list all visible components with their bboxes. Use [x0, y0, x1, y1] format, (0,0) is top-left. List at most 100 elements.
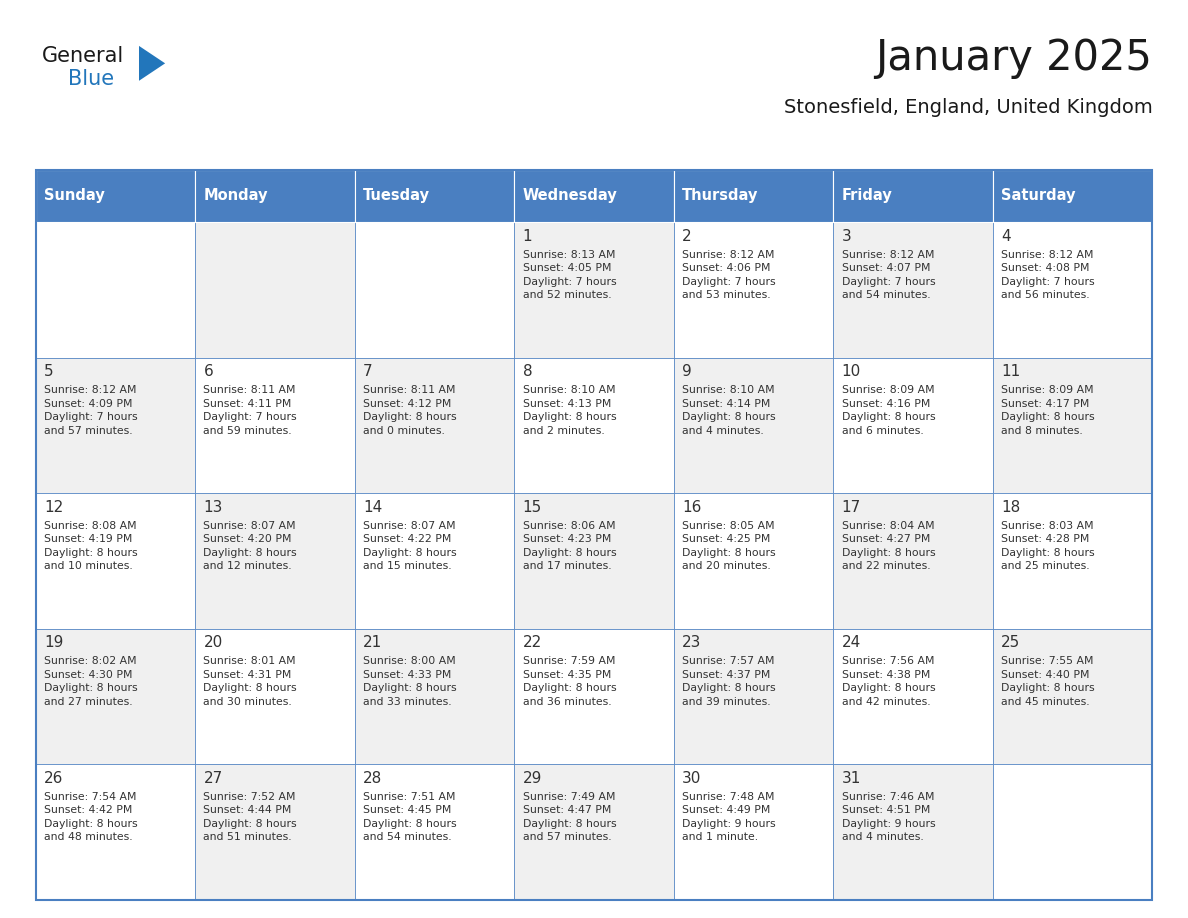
Text: Sunrise: 8:10 AM
Sunset: 4:14 PM
Daylight: 8 hours
and 4 minutes.: Sunrise: 8:10 AM Sunset: 4:14 PM Dayligh…: [682, 386, 776, 436]
Bar: [514, 493, 674, 629]
Bar: [833, 170, 993, 222]
Text: Sunrise: 8:09 AM
Sunset: 4:17 PM
Daylight: 8 hours
and 8 minutes.: Sunrise: 8:09 AM Sunset: 4:17 PM Dayligh…: [1001, 386, 1095, 436]
Text: Sunrise: 8:13 AM
Sunset: 4:05 PM
Daylight: 7 hours
and 52 minutes.: Sunrise: 8:13 AM Sunset: 4:05 PM Dayligh…: [523, 250, 617, 300]
Text: 1: 1: [523, 229, 532, 243]
Text: Wednesday: Wednesday: [523, 188, 618, 204]
Bar: [833, 222, 993, 358]
Bar: [514, 170, 674, 222]
Bar: [674, 629, 833, 764]
Text: 30: 30: [682, 770, 701, 786]
Text: 24: 24: [841, 635, 861, 650]
Text: 7: 7: [364, 364, 373, 379]
Bar: [355, 358, 514, 493]
Text: 12: 12: [44, 499, 63, 515]
Text: 14: 14: [364, 499, 383, 515]
Text: Friday: Friday: [841, 188, 892, 204]
Text: Sunrise: 8:00 AM
Sunset: 4:33 PM
Daylight: 8 hours
and 33 minutes.: Sunrise: 8:00 AM Sunset: 4:33 PM Dayligh…: [364, 656, 456, 707]
Text: Sunrise: 7:49 AM
Sunset: 4:47 PM
Daylight: 8 hours
and 57 minutes.: Sunrise: 7:49 AM Sunset: 4:47 PM Dayligh…: [523, 791, 617, 843]
Text: 15: 15: [523, 499, 542, 515]
Bar: [195, 170, 355, 222]
Text: 9: 9: [682, 364, 691, 379]
Bar: [195, 493, 355, 629]
Text: Sunrise: 8:11 AM
Sunset: 4:11 PM
Daylight: 7 hours
and 59 minutes.: Sunrise: 8:11 AM Sunset: 4:11 PM Dayligh…: [203, 386, 297, 436]
Text: 2: 2: [682, 229, 691, 243]
Bar: [674, 493, 833, 629]
Text: 23: 23: [682, 635, 701, 650]
Text: Sunrise: 7:48 AM
Sunset: 4:49 PM
Daylight: 9 hours
and 1 minute.: Sunrise: 7:48 AM Sunset: 4:49 PM Dayligh…: [682, 791, 776, 843]
Text: Sunrise: 8:12 AM
Sunset: 4:09 PM
Daylight: 7 hours
and 57 minutes.: Sunrise: 8:12 AM Sunset: 4:09 PM Dayligh…: [44, 386, 138, 436]
Text: 28: 28: [364, 770, 383, 786]
Text: General: General: [42, 46, 124, 66]
Bar: [674, 764, 833, 900]
Bar: [355, 629, 514, 764]
Bar: [993, 629, 1152, 764]
Bar: [36, 629, 195, 764]
Text: Sunrise: 7:55 AM
Sunset: 4:40 PM
Daylight: 8 hours
and 45 minutes.: Sunrise: 7:55 AM Sunset: 4:40 PM Dayligh…: [1001, 656, 1095, 707]
Text: 19: 19: [44, 635, 63, 650]
Text: Stonesfield, England, United Kingdom: Stonesfield, England, United Kingdom: [784, 98, 1152, 118]
Bar: [355, 222, 514, 358]
Text: Sunrise: 7:51 AM
Sunset: 4:45 PM
Daylight: 8 hours
and 54 minutes.: Sunrise: 7:51 AM Sunset: 4:45 PM Dayligh…: [364, 791, 456, 843]
Text: 17: 17: [841, 499, 861, 515]
Text: 31: 31: [841, 770, 861, 786]
Text: Sunrise: 8:09 AM
Sunset: 4:16 PM
Daylight: 8 hours
and 6 minutes.: Sunrise: 8:09 AM Sunset: 4:16 PM Dayligh…: [841, 386, 935, 436]
Bar: [195, 222, 355, 358]
Bar: [993, 493, 1152, 629]
Text: Monday: Monday: [203, 188, 268, 204]
Text: 13: 13: [203, 499, 223, 515]
Bar: [195, 764, 355, 900]
Text: 18: 18: [1001, 499, 1020, 515]
Bar: [993, 222, 1152, 358]
Text: Sunrise: 8:08 AM
Sunset: 4:19 PM
Daylight: 8 hours
and 10 minutes.: Sunrise: 8:08 AM Sunset: 4:19 PM Dayligh…: [44, 521, 138, 572]
Text: 16: 16: [682, 499, 701, 515]
Bar: [833, 764, 993, 900]
Text: Sunrise: 7:59 AM
Sunset: 4:35 PM
Daylight: 8 hours
and 36 minutes.: Sunrise: 7:59 AM Sunset: 4:35 PM Dayligh…: [523, 656, 617, 707]
Text: Sunrise: 8:07 AM
Sunset: 4:22 PM
Daylight: 8 hours
and 15 minutes.: Sunrise: 8:07 AM Sunset: 4:22 PM Dayligh…: [364, 521, 456, 572]
Bar: [36, 170, 195, 222]
Bar: [36, 358, 195, 493]
Text: 27: 27: [203, 770, 222, 786]
Text: 21: 21: [364, 635, 383, 650]
Text: Sunrise: 8:12 AM
Sunset: 4:07 PM
Daylight: 7 hours
and 54 minutes.: Sunrise: 8:12 AM Sunset: 4:07 PM Dayligh…: [841, 250, 935, 300]
Text: Sunrise: 8:04 AM
Sunset: 4:27 PM
Daylight: 8 hours
and 22 minutes.: Sunrise: 8:04 AM Sunset: 4:27 PM Dayligh…: [841, 521, 935, 572]
Text: Sunrise: 7:56 AM
Sunset: 4:38 PM
Daylight: 8 hours
and 42 minutes.: Sunrise: 7:56 AM Sunset: 4:38 PM Dayligh…: [841, 656, 935, 707]
Bar: [355, 764, 514, 900]
Bar: [833, 358, 993, 493]
Text: 22: 22: [523, 635, 542, 650]
Text: Sunrise: 8:12 AM
Sunset: 4:08 PM
Daylight: 7 hours
and 56 minutes.: Sunrise: 8:12 AM Sunset: 4:08 PM Dayligh…: [1001, 250, 1095, 300]
Text: 3: 3: [841, 229, 852, 243]
Text: Sunday: Sunday: [44, 188, 105, 204]
Bar: [195, 358, 355, 493]
Bar: [355, 170, 514, 222]
Bar: [514, 222, 674, 358]
Text: January 2025: January 2025: [876, 37, 1152, 79]
Text: Sunrise: 8:11 AM
Sunset: 4:12 PM
Daylight: 8 hours
and 0 minutes.: Sunrise: 8:11 AM Sunset: 4:12 PM Dayligh…: [364, 386, 456, 436]
Text: Sunrise: 8:06 AM
Sunset: 4:23 PM
Daylight: 8 hours
and 17 minutes.: Sunrise: 8:06 AM Sunset: 4:23 PM Dayligh…: [523, 521, 617, 572]
Bar: [674, 222, 833, 358]
Bar: [993, 170, 1152, 222]
Polygon shape: [139, 46, 165, 81]
Text: 11: 11: [1001, 364, 1020, 379]
Bar: [355, 493, 514, 629]
Text: 4: 4: [1001, 229, 1011, 243]
Bar: [833, 629, 993, 764]
Text: 5: 5: [44, 364, 53, 379]
Text: Sunrise: 8:10 AM
Sunset: 4:13 PM
Daylight: 8 hours
and 2 minutes.: Sunrise: 8:10 AM Sunset: 4:13 PM Dayligh…: [523, 386, 617, 436]
Text: Sunrise: 8:01 AM
Sunset: 4:31 PM
Daylight: 8 hours
and 30 minutes.: Sunrise: 8:01 AM Sunset: 4:31 PM Dayligh…: [203, 656, 297, 707]
Bar: [993, 358, 1152, 493]
Bar: [36, 764, 195, 900]
Text: Thursday: Thursday: [682, 188, 758, 204]
Bar: [195, 629, 355, 764]
Bar: [674, 170, 833, 222]
Text: 6: 6: [203, 364, 213, 379]
Bar: [514, 358, 674, 493]
Text: Saturday: Saturday: [1001, 188, 1075, 204]
Bar: [514, 629, 674, 764]
Text: 29: 29: [523, 770, 542, 786]
Text: 25: 25: [1001, 635, 1020, 650]
Text: Sunrise: 8:12 AM
Sunset: 4:06 PM
Daylight: 7 hours
and 53 minutes.: Sunrise: 8:12 AM Sunset: 4:06 PM Dayligh…: [682, 250, 776, 300]
Text: Sunrise: 8:07 AM
Sunset: 4:20 PM
Daylight: 8 hours
and 12 minutes.: Sunrise: 8:07 AM Sunset: 4:20 PM Dayligh…: [203, 521, 297, 572]
Bar: [36, 222, 195, 358]
Text: Sunrise: 8:03 AM
Sunset: 4:28 PM
Daylight: 8 hours
and 25 minutes.: Sunrise: 8:03 AM Sunset: 4:28 PM Dayligh…: [1001, 521, 1095, 572]
Text: Sunrise: 7:46 AM
Sunset: 4:51 PM
Daylight: 9 hours
and 4 minutes.: Sunrise: 7:46 AM Sunset: 4:51 PM Dayligh…: [841, 791, 935, 843]
